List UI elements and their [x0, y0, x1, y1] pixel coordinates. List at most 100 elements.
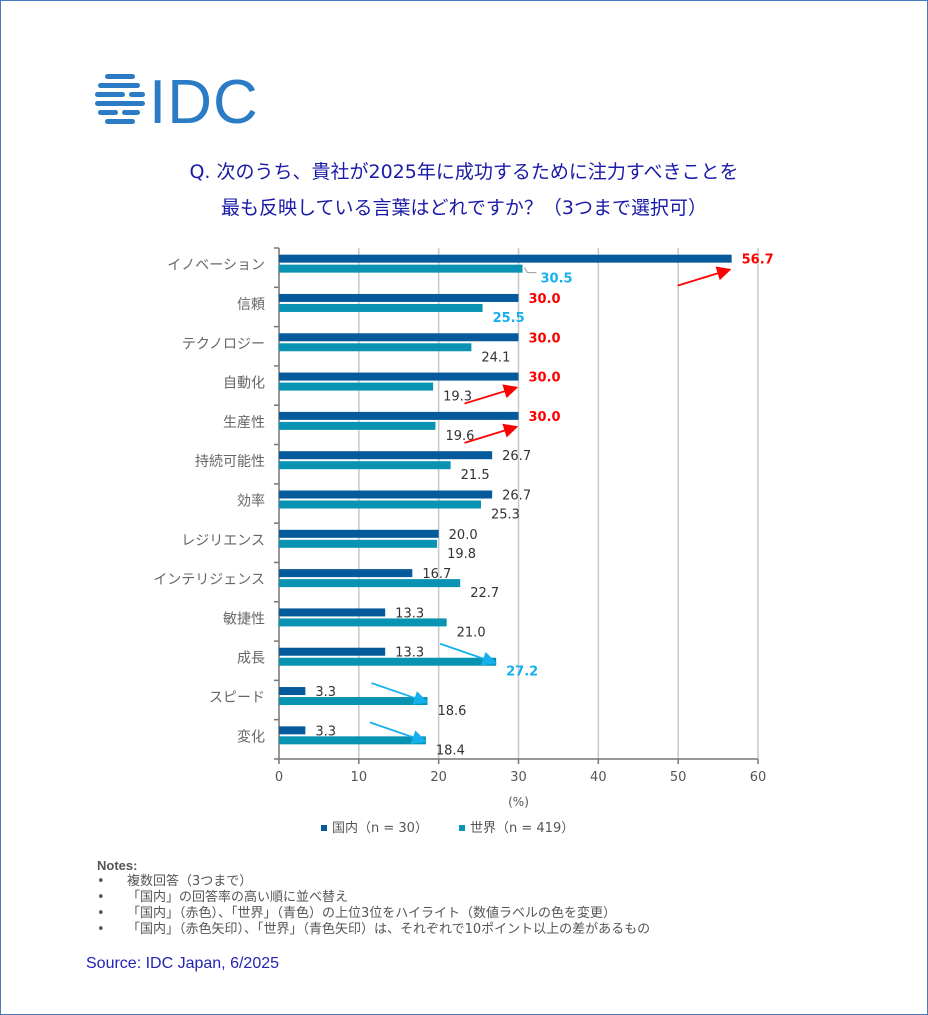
- data-label-domestic: 30.0: [529, 331, 561, 346]
- bar-domestic: [279, 293, 519, 302]
- category-label: インテリジェンス: [153, 572, 265, 588]
- bullet: •: [97, 922, 105, 937]
- note-text: 「国内」（赤色矢印）、「世界」（青色矢印）は、それぞれで10ポイント以上の差があ…: [127, 922, 651, 937]
- x-tick-label: 0: [275, 770, 283, 785]
- note-text: 複数回答（3つまで）: [127, 874, 253, 889]
- bar-domestic: [279, 687, 306, 696]
- bar-global: [279, 657, 497, 666]
- logo-text: IDC: [149, 70, 259, 128]
- data-label-global: 19.8: [447, 547, 476, 562]
- bar-domestic: [279, 647, 386, 656]
- legend-label-domestic: 国内（n = 30）: [332, 820, 428, 836]
- chart-title-line-1: Q. 次のうち、貴社が2025年に成功するために注力すべきことを: [189, 161, 739, 183]
- data-label-domestic: 56.7: [742, 253, 774, 268]
- data-label-global: 30.5: [540, 272, 572, 287]
- x-tick-label: 10: [351, 770, 368, 785]
- data-label-global: 21.0: [457, 625, 486, 640]
- category-label: スピード: [209, 690, 265, 706]
- data-label-global: 21.5: [461, 468, 490, 483]
- category-label: レジリエンス: [181, 533, 265, 549]
- bar-domestic: [279, 726, 306, 735]
- bar-global: [279, 618, 447, 627]
- category-label: 変化: [237, 728, 265, 745]
- bar-global: [279, 500, 481, 509]
- bullet: •: [97, 874, 105, 889]
- note-item: • 「国内」の回答率の高い順に並べ替え: [97, 890, 650, 906]
- x-tick-label: 20: [430, 770, 447, 785]
- bar-global: [279, 303, 483, 312]
- bar-global: [279, 461, 451, 470]
- bar-domestic: [279, 529, 439, 538]
- data-label-domestic: 26.7: [502, 449, 531, 464]
- legend-swatch-domestic: [321, 825, 327, 831]
- source-note: Source: IDC Japan, 6/2025: [86, 955, 280, 972]
- data-label-domestic: 13.3: [395, 646, 424, 661]
- x-tick-label: 50: [670, 770, 687, 785]
- blue-arrow-annotation: [439, 642, 497, 666]
- x-tick-label: 30: [510, 770, 527, 785]
- category-label: 敏捷性: [223, 611, 265, 627]
- bar-global: [279, 421, 436, 430]
- idc-logo: IDC: [95, 70, 259, 128]
- bar-domestic: [279, 608, 386, 617]
- category-label: 効率: [237, 493, 265, 510]
- data-label-global: 25.5: [493, 311, 525, 326]
- category-label: 生産性: [223, 415, 265, 431]
- bar-global: [279, 382, 434, 391]
- data-label-global: 24.1: [481, 350, 510, 365]
- red-arrow-annotation: [464, 423, 519, 444]
- data-label-global: 22.7: [470, 586, 499, 601]
- category-label: 成長: [237, 651, 265, 667]
- bar-global: [279, 264, 523, 273]
- data-label-global: 19.3: [443, 390, 472, 405]
- note-item: • 「国内」（赤色矢印）、「世界」（青色矢印）は、それぞれで10ポイント以上の差が…: [97, 922, 650, 938]
- globe-icon: [95, 74, 145, 124]
- category-label: テクノロジー: [182, 336, 265, 352]
- note-item: • 「国内」（赤色）、「世界」（青色）の上位3位をハイライト（数値ラベルの色を変更…: [97, 906, 650, 922]
- blue-arrow-annotation: [369, 721, 427, 745]
- category-label: 持続可能性: [195, 453, 265, 470]
- x-tick-label: 40: [590, 770, 607, 785]
- category-label: 信頼: [237, 297, 265, 313]
- data-label-domestic: 16.7: [422, 567, 451, 582]
- data-label-domestic: 3.3: [315, 724, 336, 739]
- bar-global: [279, 736, 426, 745]
- note-text: 「国内」の回答率の高い順に並べ替え: [127, 890, 349, 905]
- data-label-domestic: 26.7: [502, 489, 531, 504]
- data-label-domestic: 30.0: [529, 371, 561, 386]
- bar-domestic: [279, 569, 413, 578]
- bar-domestic: [279, 254, 732, 263]
- notes-header: Notes:: [97, 858, 138, 873]
- data-label-global: 25.3: [491, 508, 520, 523]
- bar-global: [279, 579, 461, 588]
- bar-global: [279, 539, 438, 548]
- category-label: 自動化: [223, 376, 265, 392]
- note-text: 「国内」（赤色）、「世界」（青色）の上位3位をハイライト（数値ラベルの色を変更）: [127, 906, 617, 921]
- label-leader-line: [524, 267, 537, 274]
- data-label-domestic: 20.0: [449, 528, 478, 543]
- x-axis-label: (%): [508, 795, 529, 809]
- bar-global: [279, 697, 428, 706]
- bar-chart: 0 10 20 30 40 50 60 (%) イノベーション 56.7 30.5 信頼 30.0 25.…: [153, 247, 774, 836]
- blue-arrow-annotation: [371, 682, 429, 705]
- data-label-global: 18.4: [436, 743, 465, 758]
- bar-domestic: [279, 411, 519, 420]
- bar-global: [279, 343, 472, 352]
- bullet: •: [97, 906, 105, 921]
- data-label-global: 27.2: [506, 665, 538, 680]
- data-label-global: 19.6: [445, 429, 474, 444]
- notes: Notes: • 複数回答（3つまで） • 「国内」の回答率の高い順に並べ替え • 「…: [97, 858, 650, 938]
- bar-domestic: [279, 451, 493, 460]
- bar-domestic: [279, 490, 493, 499]
- data-label-domestic: 30.0: [529, 292, 561, 307]
- red-arrow-annotation: [464, 384, 519, 405]
- data-label-domestic: 30.0: [529, 410, 561, 425]
- data-label-domestic: 3.3: [315, 685, 336, 700]
- note-item: • 複数回答（3つまで）: [97, 874, 650, 890]
- category-label: イノベーション: [167, 258, 265, 274]
- chart-title-line-2: 最も反映している言葉はどれですか？（3つまで選択可）: [221, 197, 707, 219]
- data-label-domestic: 13.3: [395, 606, 424, 621]
- bar-domestic: [279, 333, 519, 342]
- legend-swatch-global: [459, 825, 465, 831]
- x-tick-label: 60: [750, 770, 767, 785]
